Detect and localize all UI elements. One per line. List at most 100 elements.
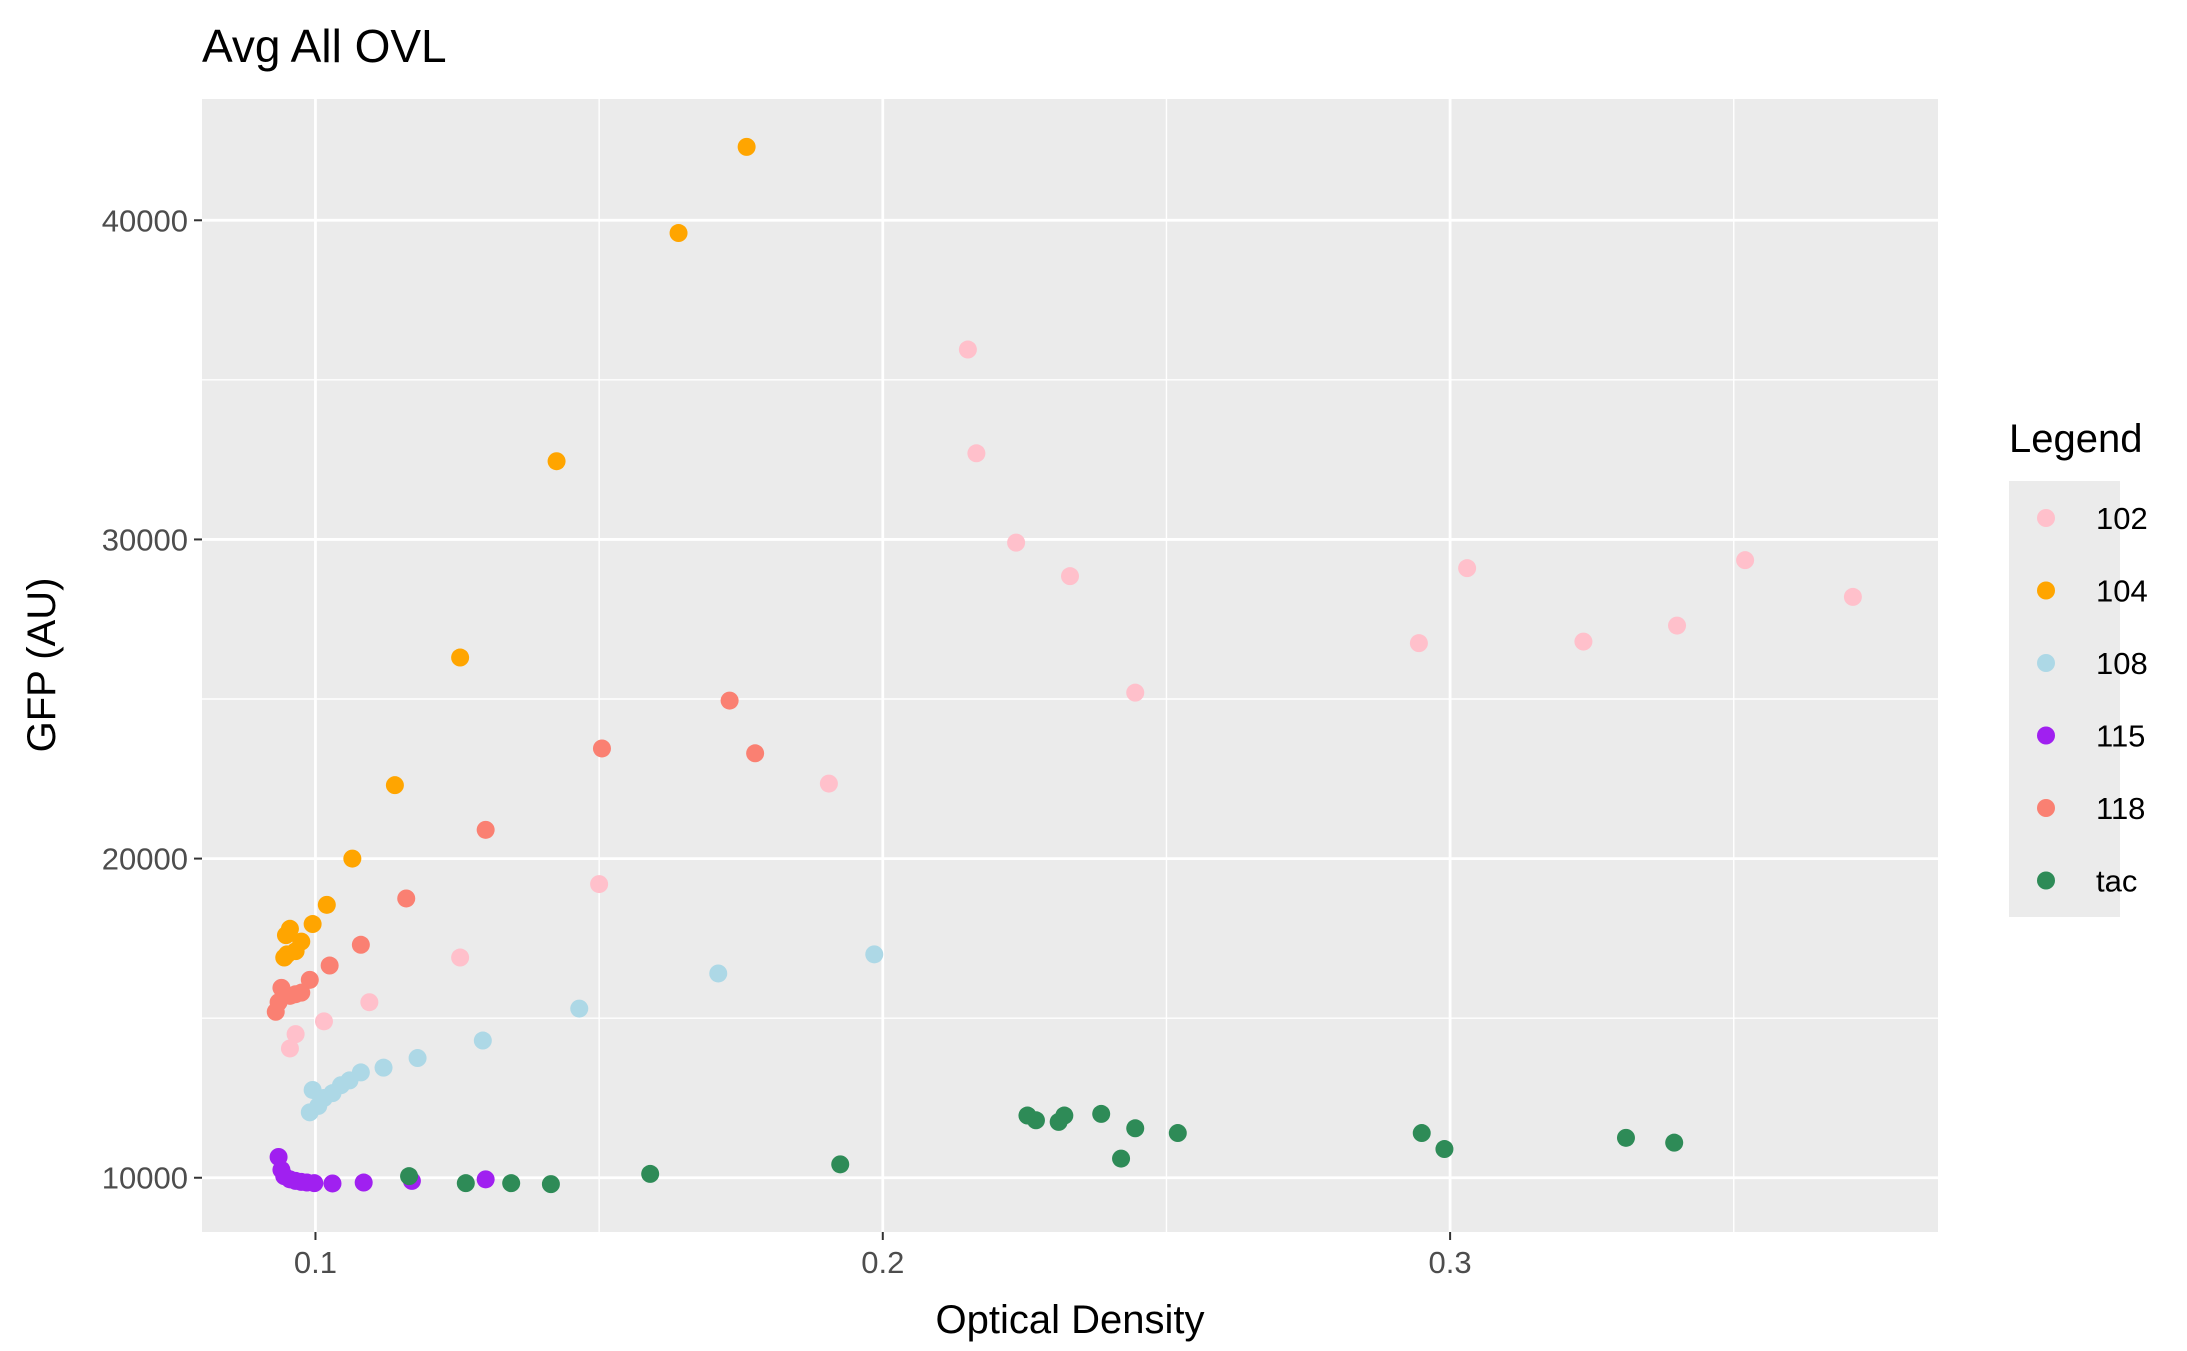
data-point bbox=[547, 452, 566, 471]
data-point bbox=[280, 919, 299, 938]
legend-item-115: 115 bbox=[2037, 719, 2145, 754]
x-tick-label: 0.1 bbox=[294, 1245, 337, 1280]
data-point bbox=[592, 739, 611, 758]
data-point bbox=[709, 964, 728, 983]
y-tick-label: 40000 bbox=[102, 203, 188, 238]
data-point bbox=[397, 889, 416, 908]
legend-label: 108 bbox=[2096, 646, 2148, 681]
data-point bbox=[1007, 533, 1026, 552]
data-point bbox=[343, 849, 362, 868]
data-point bbox=[303, 915, 322, 934]
data-point bbox=[1458, 559, 1477, 578]
legend-label: 118 bbox=[2096, 791, 2145, 826]
x-axis-ticks: 0.1 0.2 0.3 bbox=[294, 1232, 1472, 1280]
data-point bbox=[737, 137, 756, 156]
data-point bbox=[1616, 1128, 1635, 1147]
data-point bbox=[323, 1174, 342, 1193]
data-points bbox=[266, 137, 1862, 1194]
minor-gridlines bbox=[202, 99, 1938, 1232]
data-point bbox=[314, 1012, 333, 1031]
data-point bbox=[354, 1173, 373, 1192]
data-point bbox=[1574, 632, 1593, 651]
x-tick-label: 0.2 bbox=[861, 1245, 904, 1280]
data-point bbox=[1061, 567, 1079, 586]
data-point bbox=[408, 1049, 427, 1068]
data-point bbox=[456, 1174, 475, 1193]
y-axis-ticks: 10000 20000 30000 40000 bbox=[102, 203, 202, 1196]
data-point bbox=[570, 999, 589, 1018]
legend-item-tac: tac bbox=[2037, 864, 2137, 899]
data-point bbox=[746, 744, 765, 763]
legend-key bbox=[2037, 871, 2055, 890]
data-point bbox=[400, 1167, 419, 1186]
data-point bbox=[351, 1063, 370, 1082]
legend-label: tac bbox=[2096, 864, 2137, 899]
legend-label: 104 bbox=[2096, 574, 2148, 609]
data-point bbox=[1112, 1149, 1131, 1168]
data-point bbox=[1843, 587, 1862, 606]
legend-item-118: 118 bbox=[2037, 791, 2145, 826]
data-point bbox=[1168, 1124, 1187, 1143]
data-point bbox=[286, 1025, 305, 1044]
data-point bbox=[451, 948, 470, 967]
series-108 bbox=[300, 945, 884, 1122]
y-axis-title: GFP (AU) bbox=[20, 578, 64, 753]
legend-label: 102 bbox=[2096, 501, 2148, 536]
data-point bbox=[1126, 683, 1145, 702]
data-point bbox=[320, 956, 339, 975]
data-point bbox=[317, 895, 336, 914]
data-point bbox=[451, 648, 470, 667]
legend-key-background bbox=[2009, 481, 2120, 917]
x-tick-label: 0.3 bbox=[1429, 1245, 1472, 1280]
data-point bbox=[300, 970, 319, 989]
data-point bbox=[831, 1155, 850, 1174]
legend-item-102: 102 bbox=[2037, 501, 2148, 536]
data-point bbox=[865, 945, 884, 964]
legend-title: Legend bbox=[2009, 417, 2142, 461]
data-point bbox=[360, 993, 379, 1012]
data-point bbox=[1409, 634, 1428, 653]
legend-key bbox=[2037, 654, 2055, 672]
y-tick-label: 10000 bbox=[102, 1161, 188, 1196]
x-axis-title: Optical Density bbox=[936, 1298, 1205, 1342]
data-point bbox=[1412, 1124, 1431, 1143]
y-tick-label: 20000 bbox=[102, 842, 188, 877]
data-point bbox=[669, 224, 688, 243]
data-point bbox=[1055, 1106, 1074, 1125]
data-point bbox=[541, 1175, 560, 1194]
data-point bbox=[292, 983, 311, 1002]
data-point bbox=[720, 691, 739, 710]
data-point bbox=[958, 340, 977, 359]
series-104 bbox=[275, 137, 756, 967]
legend-key bbox=[2037, 581, 2055, 600]
legend-key bbox=[2037, 509, 2055, 527]
data-point bbox=[385, 776, 404, 795]
data-point bbox=[819, 774, 838, 793]
data-point bbox=[967, 444, 986, 463]
data-point bbox=[280, 1039, 299, 1058]
legend-item-108: 108 bbox=[2037, 646, 2148, 681]
legend-label: 115 bbox=[2096, 719, 2145, 754]
data-point bbox=[1668, 616, 1687, 635]
data-point bbox=[476, 1170, 495, 1189]
series-tac bbox=[400, 1104, 1684, 1194]
data-point bbox=[473, 1031, 492, 1050]
data-point bbox=[590, 875, 609, 894]
data-point bbox=[641, 1164, 660, 1183]
legend: Legend 102 104 108 115 118 tac bbox=[2009, 417, 2148, 917]
series-102 bbox=[280, 340, 1862, 1058]
major-gridlines bbox=[202, 99, 1938, 1232]
data-point bbox=[1126, 1119, 1145, 1138]
data-point bbox=[1435, 1140, 1454, 1159]
data-point bbox=[305, 1174, 324, 1193]
legend-key bbox=[2037, 799, 2055, 817]
data-point bbox=[1665, 1133, 1684, 1152]
data-point bbox=[351, 935, 370, 954]
data-point bbox=[1092, 1104, 1111, 1123]
data-point bbox=[476, 820, 495, 839]
data-point bbox=[502, 1174, 521, 1193]
legend-key bbox=[2037, 726, 2055, 745]
y-tick-label: 30000 bbox=[102, 522, 188, 557]
data-point bbox=[292, 932, 311, 951]
